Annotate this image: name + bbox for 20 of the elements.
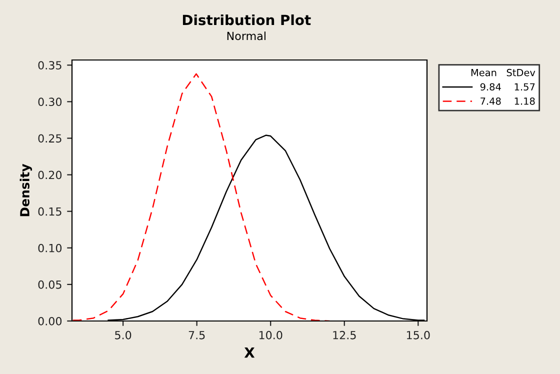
chart-title: Distribution Plot xyxy=(182,14,311,26)
x-tick-label: 10.0 xyxy=(259,330,282,340)
y-tick-label: 0.20 xyxy=(38,170,62,180)
y-tick-label: 0.25 xyxy=(38,134,62,143)
y-tick-label: 0.00 xyxy=(38,316,62,326)
legend-label: 7.48 1.18 xyxy=(480,97,535,105)
y-tick-label: 0.35 xyxy=(38,61,62,70)
y-tick-label: 0.10 xyxy=(38,244,62,252)
x-tick-label: 7.5 xyxy=(188,331,205,340)
y-tick-label: 0.30 xyxy=(38,98,62,106)
x-axis-title: X xyxy=(244,347,255,358)
x-tick-label: 12.5 xyxy=(333,330,356,340)
x-tick-label: 5.0 xyxy=(115,330,132,340)
x-tick-label: 15.0 xyxy=(407,330,430,340)
chart-subtitle: Normal xyxy=(227,32,266,40)
y-tick-label: 0.15 xyxy=(38,207,62,216)
legend-title: Mean StDev xyxy=(471,68,536,76)
y-tick-label: 0.05 xyxy=(38,280,62,289)
y-axis-title: Density xyxy=(20,164,32,216)
legend-label: 9.84 1.57 xyxy=(480,83,535,91)
